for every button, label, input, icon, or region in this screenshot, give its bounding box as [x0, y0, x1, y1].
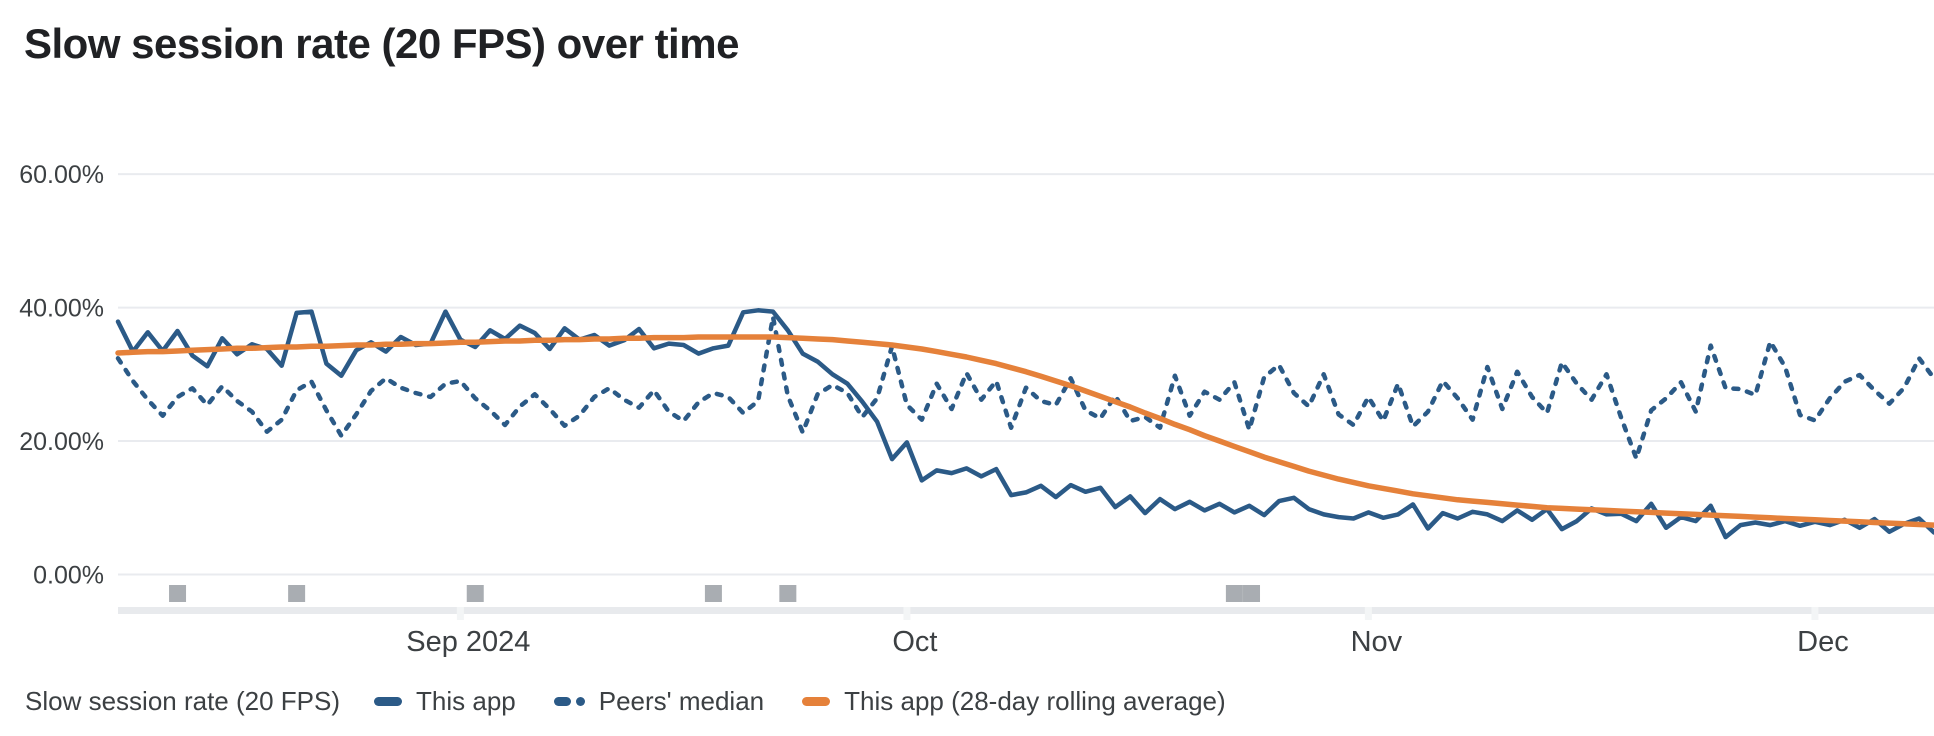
- release-marker[interactable]: [704, 585, 722, 602]
- release-marker[interactable]: [169, 585, 187, 602]
- peers-median-dashed-swatch: [553, 696, 585, 706]
- x-axis-tick: [1364, 607, 1372, 620]
- legend-item-label: This app: [416, 685, 516, 716]
- y-axis-tick-label: 20.00%: [19, 428, 104, 456]
- x-axis-tick-label: Dec: [1797, 626, 1849, 658]
- x-axis-tick: [903, 607, 911, 620]
- rolling-average-line-swatch: [802, 696, 831, 706]
- peers-median-line[interactable]: [115, 314, 1934, 461]
- x-axis-tick: [1811, 607, 1819, 620]
- x-axis-tick-label: Nov: [1351, 626, 1403, 658]
- legend-item-peers-median: Peers' median: [553, 685, 765, 717]
- x-axis-tick-label: Sep 2024: [406, 626, 530, 658]
- this-app-line-swatch: [374, 696, 403, 706]
- release-marker[interactable]: [779, 585, 797, 602]
- x-axis-tick: [456, 607, 464, 620]
- y-axis-tick-label: 60.00%: [19, 161, 104, 189]
- release-marker[interactable]: [1243, 585, 1261, 602]
- release-timeline-track: [118, 607, 1934, 614]
- chart-title: Slow session rate (20 FPS) over time: [24, 20, 739, 67]
- chart-legend: Slow session rate (20 FPS) This app Peer…: [25, 684, 1264, 718]
- release-marker[interactable]: [466, 585, 484, 602]
- y-axis-tick-label: 40.00%: [19, 295, 104, 323]
- x-axis-tick-label: Oct: [892, 626, 937, 658]
- legend-item-label: This app (28-day rolling average): [844, 685, 1226, 716]
- release-marker[interactable]: [1225, 585, 1243, 602]
- legend-item-rolling-average: This app (28-day rolling average): [802, 686, 1226, 717]
- legend-axis-label: Slow session rate (20 FPS): [25, 685, 341, 716]
- rolling-average-line[interactable]: [115, 334, 1934, 528]
- release-marker[interactable]: [288, 585, 306, 602]
- legend-item-this-app: This app: [374, 686, 516, 717]
- y-axis-tick-label: 0.00%: [33, 562, 104, 590]
- legend-item-label: Peers' median: [598, 685, 765, 716]
